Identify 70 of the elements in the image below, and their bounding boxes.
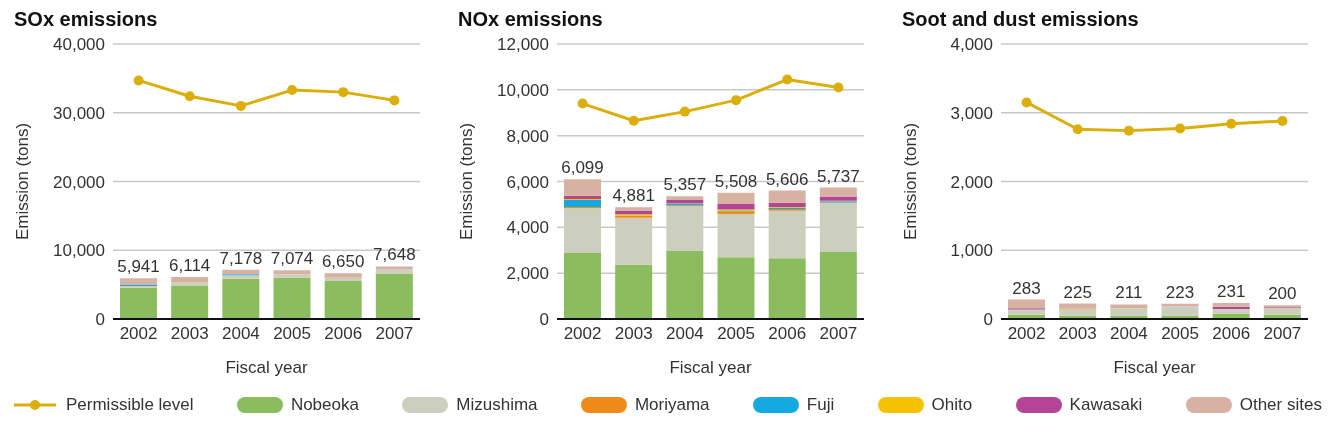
x-axis-title: Fiscal year [669, 358, 752, 377]
y-tick-label: 0 [983, 310, 993, 330]
x-tick-label: 2006 [324, 324, 363, 344]
legend-label: Ohito [931, 395, 973, 415]
x-tick-label: 2003 [170, 324, 209, 344]
x-tick-label: 2006 [1212, 324, 1251, 344]
total-label: 7,178 [219, 248, 263, 268]
legend-label: Other sites [1239, 395, 1322, 415]
y-tick-label: 1,000 [950, 241, 993, 261]
chart-title: Soot and dust emissions [901, 8, 1140, 32]
total-label: 211 [1115, 283, 1143, 303]
y-axis-title: Emission (tons) [457, 122, 477, 241]
x-tick-label: 2007 [375, 324, 414, 344]
y-axis-title: Emission (tons) [901, 122, 921, 241]
total-label: 5,606 [765, 169, 809, 189]
chart-title: NOx emissions [457, 8, 604, 32]
x-axis-title: Fiscal year [225, 358, 308, 377]
y-tick-label: 12,000 [497, 35, 549, 55]
x-tick-label: 2007 [1263, 324, 1302, 344]
x-tick-label: 2005 [1161, 324, 1199, 344]
legend-label: Permissible level [66, 395, 194, 415]
total-label: 283 [1012, 278, 1041, 298]
legend-label: Mizushima [456, 395, 538, 415]
total-label: 231 [1216, 282, 1246, 302]
total-label: 223 [1165, 282, 1195, 302]
legend-label: Kawasaki [1069, 395, 1143, 415]
total-label: 7,074 [270, 249, 314, 269]
x-tick-label: 2004 [666, 324, 704, 344]
y-tick-label: 4,000 [506, 218, 549, 238]
total-label: 5,508 [714, 171, 758, 191]
y-tick-label: 20,000 [53, 172, 105, 192]
x-tick-label: 2004 [1110, 324, 1148, 344]
x-tick-label: 2004 [222, 324, 260, 344]
y-tick-label: 3,000 [950, 103, 993, 123]
y-tick-label: 8,000 [506, 126, 549, 146]
x-tick-label: 2005 [273, 324, 311, 344]
total-label: 6,099 [561, 158, 604, 178]
x-tick-label: 2007 [819, 324, 858, 344]
x-tick-label: 2006 [768, 324, 807, 344]
y-tick-label: 0 [95, 310, 105, 330]
total-label: 7,648 [373, 245, 416, 265]
total-label: 5,357 [663, 175, 707, 195]
y-tick-label: 6,000 [506, 172, 549, 192]
y-tick-label: 10,000 [53, 241, 105, 261]
total-label: 5,737 [817, 166, 860, 186]
y-tick-label: 0 [539, 310, 549, 330]
x-tick-label: 2002 [119, 324, 158, 344]
y-tick-label: 4,000 [950, 35, 993, 55]
x-tick-label: 2003 [1058, 324, 1097, 344]
x-tick-label: 2005 [717, 324, 755, 344]
total-label: 6,114 [169, 255, 211, 275]
legend-label: Fuji [806, 395, 835, 415]
x-axis-title: Fiscal year [1113, 358, 1196, 377]
x-tick-label: 2003 [614, 324, 653, 344]
total-label: 6,650 [321, 252, 365, 272]
legend-label: Moriyama [634, 395, 710, 415]
total-label: 5,941 [117, 257, 160, 277]
y-tick-label: 2,000 [506, 264, 549, 284]
total-label: 4,881 [612, 186, 655, 206]
legend-label: Nobeoka [290, 395, 359, 415]
y-tick-label: 2,000 [950, 172, 993, 192]
total-label: 225 [1063, 282, 1092, 302]
y-tick-label: 10,000 [497, 80, 549, 100]
total-label: 200 [1268, 284, 1297, 304]
y-tick-label: 30,000 [53, 103, 105, 123]
y-axis-title: Emission (tons) [13, 122, 33, 241]
x-tick-label: 2002 [563, 324, 602, 344]
x-tick-label: 2002 [1007, 324, 1046, 344]
y-tick-label: 40,000 [53, 35, 105, 55]
chart-title: SOx emissions [13, 8, 159, 32]
